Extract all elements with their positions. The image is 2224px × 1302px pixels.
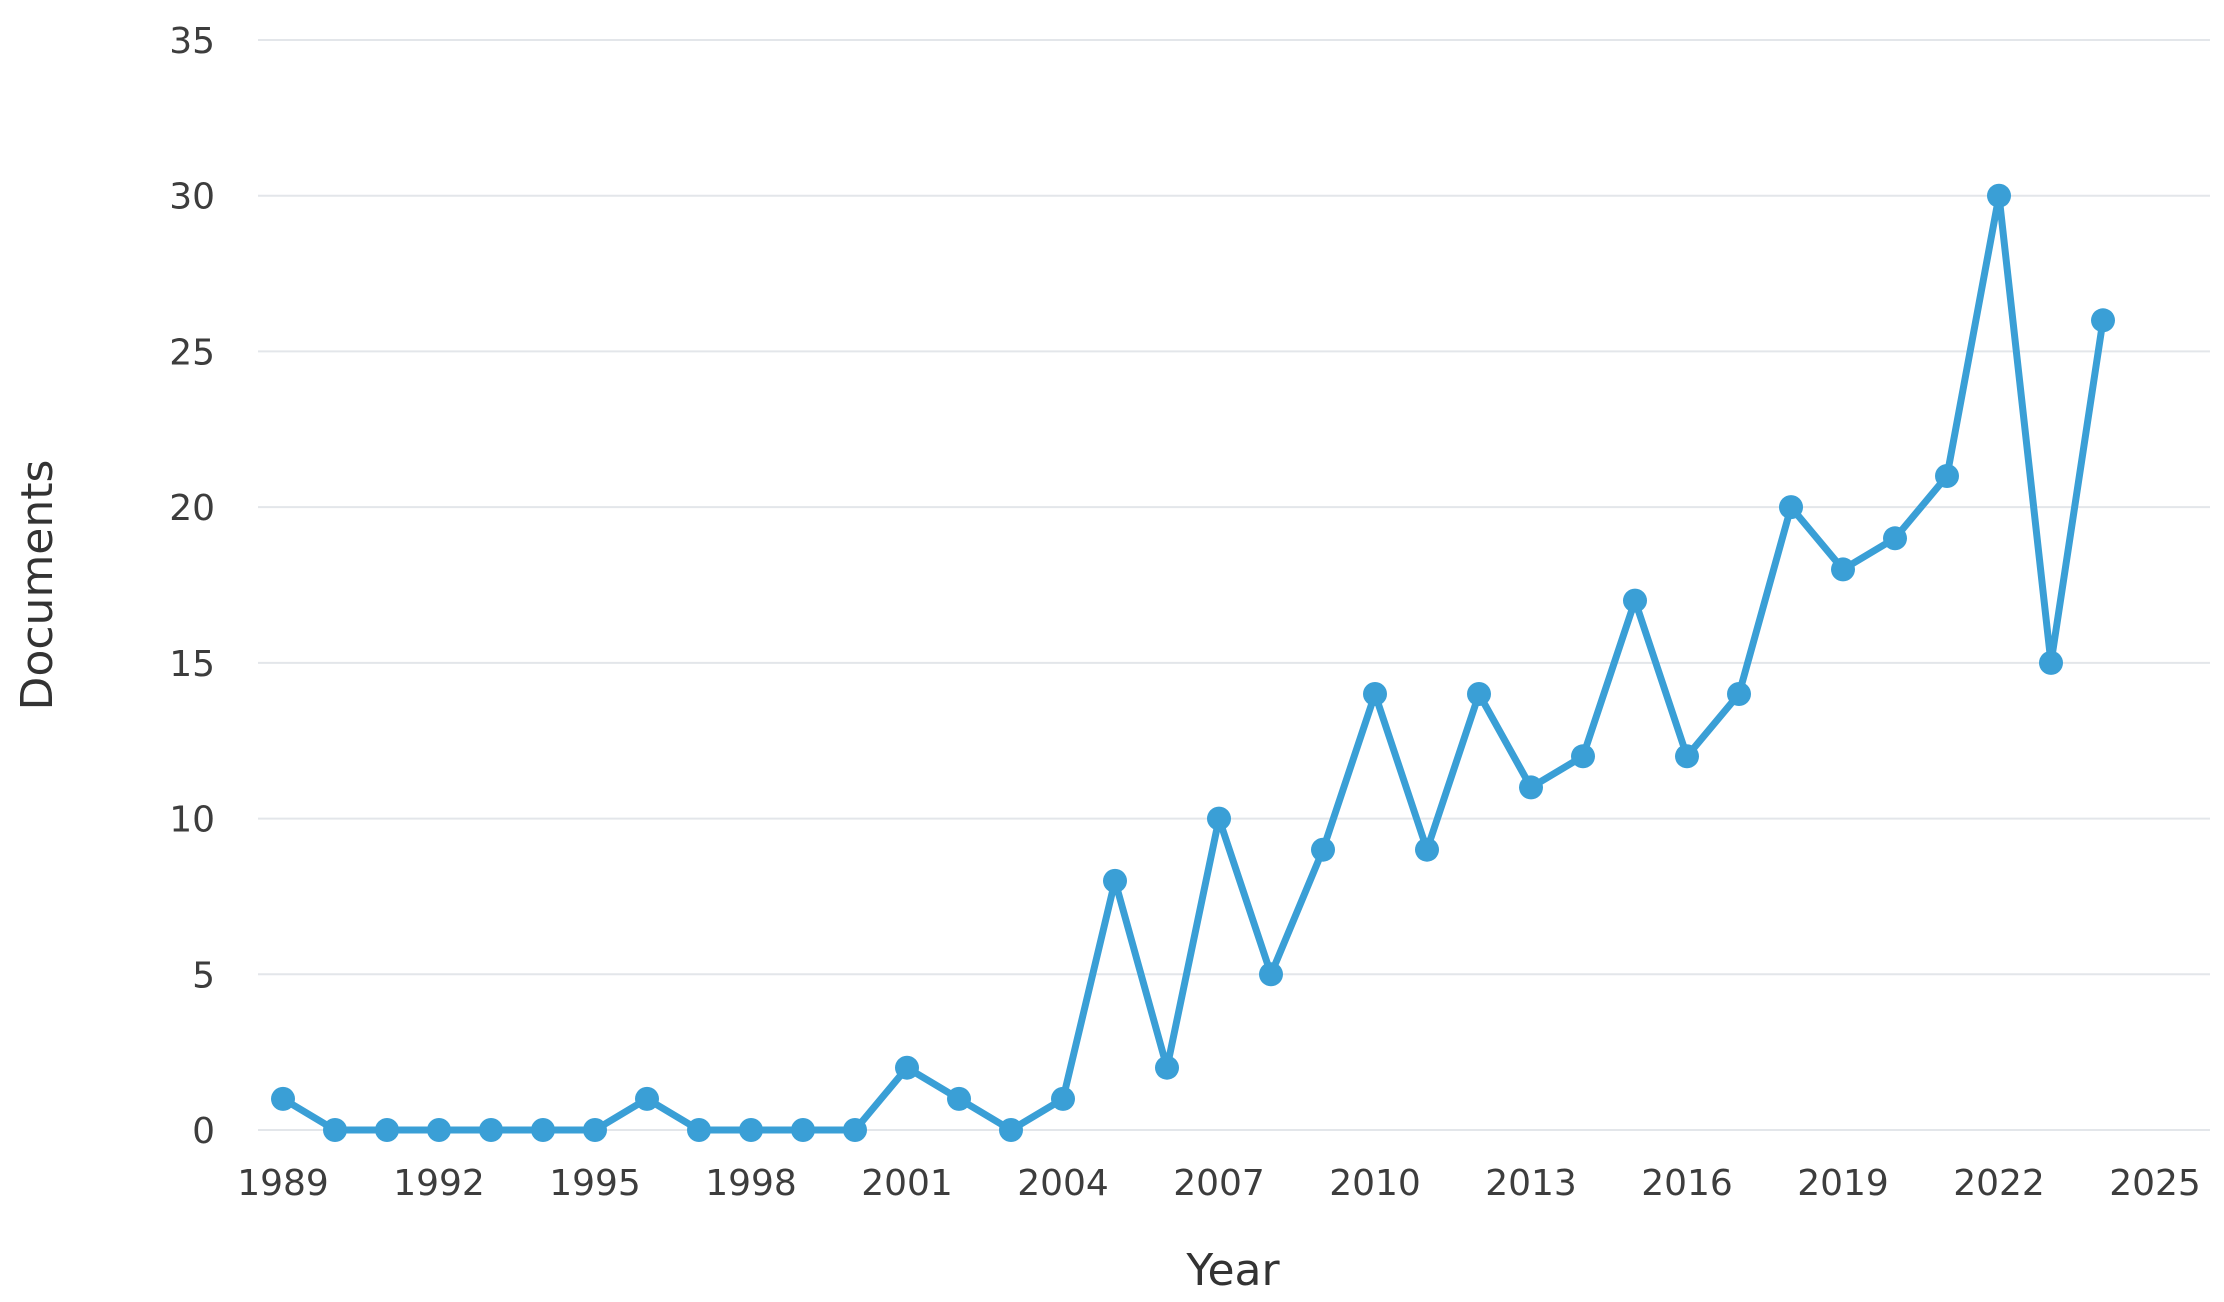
data-point	[583, 1118, 607, 1142]
x-tick-label: 2025	[2109, 1163, 2201, 1204]
y-axis-ticks: 0 5 10 15 20 25 30 35	[169, 21, 215, 1152]
data-point	[1623, 588, 1647, 613]
data-point	[1051, 1086, 1075, 1111]
data-point	[791, 1118, 815, 1142]
data-point	[1727, 682, 1751, 706]
data-point	[1259, 962, 1283, 987]
data-point	[843, 1118, 867, 1142]
x-tick-label: 1992	[393, 1163, 485, 1204]
data-point	[947, 1086, 971, 1111]
data-point	[635, 1086, 659, 1111]
x-tick-label: 2016	[1641, 1163, 1733, 1204]
grid-lines	[258, 39, 2210, 1131]
data-point	[895, 1055, 919, 1080]
data-point	[1987, 183, 2011, 208]
x-tick-label: 2010	[1329, 1163, 1421, 1204]
data-point	[739, 1118, 763, 1142]
data-point	[531, 1118, 555, 1142]
data-point	[271, 1086, 295, 1111]
data-point	[1415, 837, 1439, 862]
data-point	[687, 1118, 711, 1142]
x-tick-label: 1995	[549, 1163, 641, 1204]
y-tick-label: 35	[169, 21, 215, 62]
y-axis-title: Documents	[12, 460, 63, 711]
x-axis-title: Year	[1185, 1245, 1280, 1296]
series-documents	[271, 183, 2115, 1142]
y-tick-label: 10	[169, 800, 215, 841]
y-tick-label: 20	[169, 488, 215, 529]
x-tick-label: 2001	[861, 1163, 953, 1204]
x-tick-label: 1989	[237, 1163, 329, 1204]
data-point	[2039, 650, 2063, 675]
y-tick-label: 15	[169, 644, 215, 685]
x-tick-label: 2004	[1017, 1163, 1109, 1204]
data-point	[375, 1118, 399, 1142]
data-point	[1103, 868, 1127, 893]
y-tick-label: 5	[192, 955, 215, 996]
y-tick-label: 25	[169, 332, 215, 373]
data-point	[1155, 1055, 1179, 1080]
data-point	[1571, 744, 1595, 769]
data-point	[1311, 837, 1335, 862]
data-point	[999, 1118, 1023, 1142]
data-point	[1363, 682, 1387, 706]
data-point	[1831, 557, 1855, 582]
data-point	[323, 1118, 347, 1142]
x-tick-label: 2019	[1797, 1163, 1889, 1204]
data-point	[479, 1118, 503, 1142]
data-point	[1519, 775, 1543, 800]
x-tick-label: 2022	[1953, 1163, 2045, 1204]
data-point	[1883, 526, 1907, 551]
x-tick-label: 1998	[705, 1163, 797, 1204]
data-point	[1779, 495, 1803, 520]
data-point	[427, 1118, 451, 1142]
y-tick-label: 30	[169, 177, 215, 218]
data-point	[1675, 744, 1699, 769]
data-point	[2091, 308, 2115, 333]
data-point	[1467, 682, 1491, 706]
data-point	[1935, 464, 1959, 488]
x-tick-label: 2013	[1485, 1163, 1577, 1204]
data-point	[1207, 806, 1231, 831]
x-tick-label: 2007	[1173, 1163, 1265, 1204]
x-axis-ticks: 1989 1992 1995 1998 2001 2004 2007 2010 2013 2016…	[237, 1163, 2201, 1204]
y-tick-label: 0	[192, 1111, 215, 1152]
